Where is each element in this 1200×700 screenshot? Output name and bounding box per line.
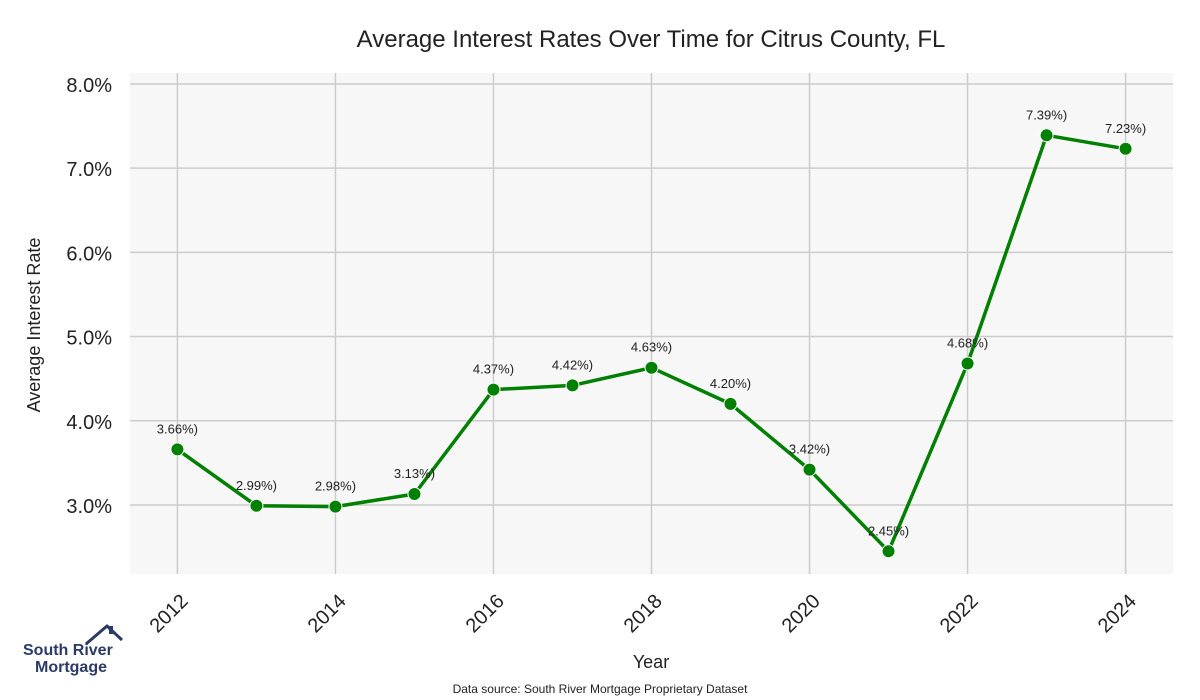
x-axis-label: Year	[633, 652, 669, 672]
y-tick-label: 5.0%	[66, 328, 112, 350]
data-label: 2.98%)	[315, 479, 356, 494]
data-point	[723, 396, 738, 411]
data-label: 3.66%)	[157, 421, 198, 436]
data-point	[170, 442, 185, 457]
data-label: 4.20%)	[710, 376, 751, 391]
company-logo: South River Mortgage	[20, 622, 124, 682]
y-tick-label: 3.0%	[66, 496, 112, 518]
logo-text-line2: Mortgage	[35, 659, 107, 676]
logo-text-line1: South River	[23, 642, 113, 659]
data-point	[328, 499, 343, 514]
data-source-note: Data source: South River Mortgage Propri…	[452, 682, 748, 696]
data-point	[881, 544, 896, 559]
grid	[130, 73, 1173, 574]
series-rate	[170, 128, 1133, 559]
data-label: 3.13%)	[394, 466, 435, 481]
y-tick-label: 4.0%	[66, 412, 112, 434]
data-label: 4.63%)	[631, 340, 672, 355]
data-label: 7.23%)	[1105, 121, 1146, 136]
data-label: 4.42%)	[552, 357, 593, 372]
x-tick-label: 2012	[146, 590, 193, 637]
chart-title: Average Interest Rates Over Time for Cit…	[357, 26, 946, 53]
y-tick-label: 6.0%	[66, 243, 112, 265]
data-label: 7.39%)	[1026, 107, 1067, 122]
x-tick-label: 2024	[1094, 590, 1141, 637]
data-point	[249, 498, 264, 513]
x-tick-label: 2014	[304, 590, 351, 637]
data-labels: 3.66%) 2.99%) 2.98%) 3.13%) 4.37%) 4.42%) 4.63…	[157, 107, 1146, 538]
y-axis-label: Average Interest Rate	[24, 238, 44, 413]
data-point	[407, 487, 422, 502]
data-point	[960, 356, 975, 371]
x-tick-label: 2018	[620, 590, 667, 637]
data-label: 2.99%)	[236, 478, 277, 493]
data-point	[1118, 141, 1133, 156]
data-label: 4.37%)	[473, 362, 514, 377]
data-point	[565, 378, 580, 393]
x-tick-label: 2022	[936, 590, 983, 637]
x-tick-label: 2016	[462, 590, 509, 637]
data-point	[486, 382, 501, 397]
data-label: 2.45%)	[868, 523, 909, 538]
data-point	[644, 360, 659, 375]
data-label: 4.68%)	[947, 335, 988, 350]
house-roof-icon	[85, 624, 124, 646]
x-tick-label: 2020	[778, 590, 825, 637]
y-tick-label: 7.0%	[66, 159, 112, 181]
data-label: 3.42%)	[789, 442, 830, 457]
y-tick-label: 8.0%	[66, 75, 112, 97]
data-point	[1039, 128, 1054, 143]
data-point	[802, 462, 817, 477]
